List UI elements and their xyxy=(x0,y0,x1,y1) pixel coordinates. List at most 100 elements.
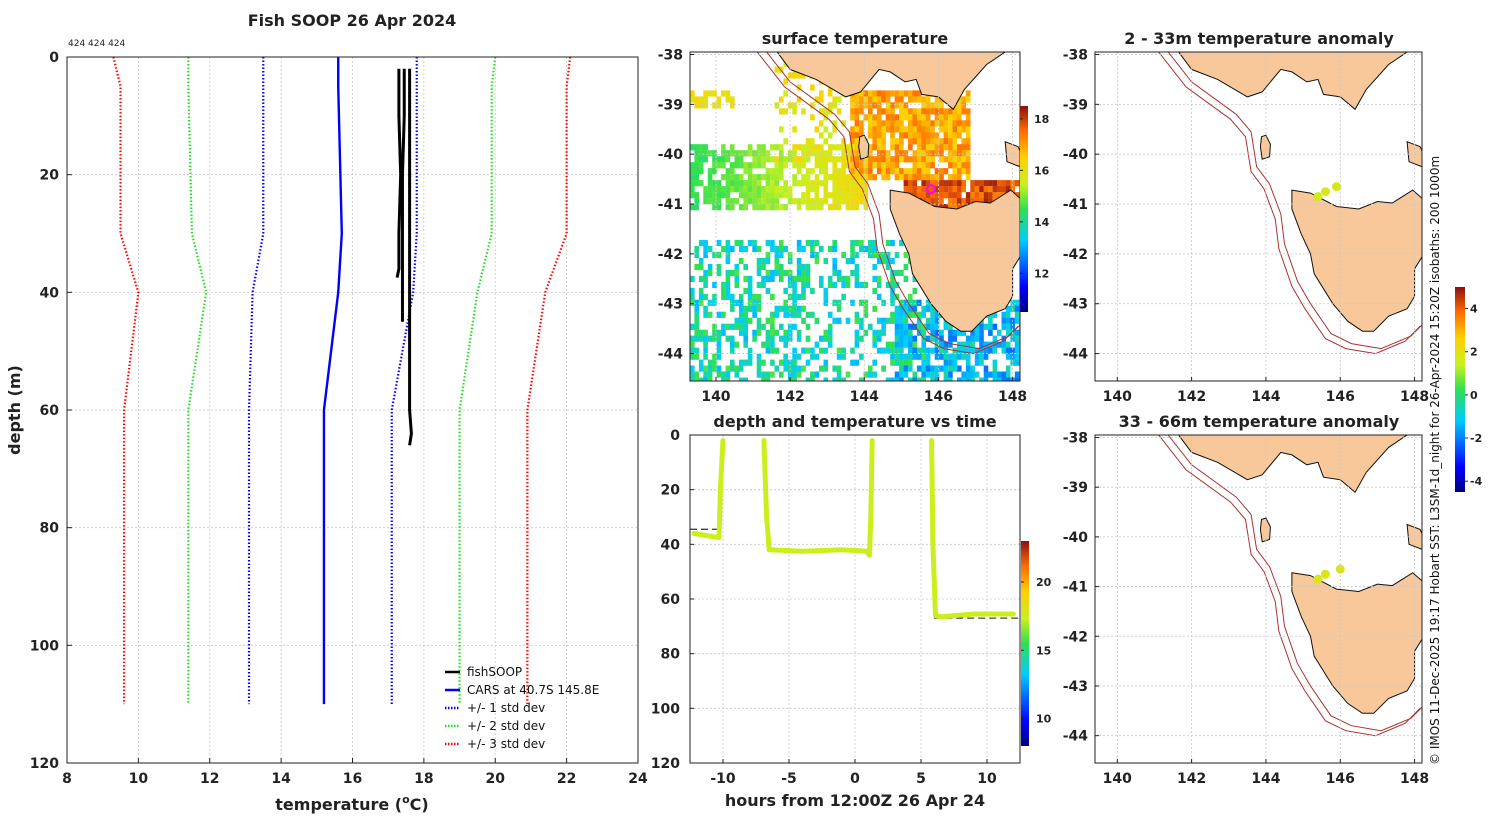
sst-pixel xyxy=(974,329,980,336)
depth-time-track xyxy=(761,438,875,558)
sst-pixel xyxy=(850,204,855,211)
sst-pixel xyxy=(725,293,731,300)
sst-pixel xyxy=(707,168,713,175)
sst-pixel xyxy=(703,281,708,288)
sst-pixel xyxy=(903,335,909,342)
sst-pixel xyxy=(948,180,953,187)
sst-pixel xyxy=(743,287,748,294)
sst-pixel xyxy=(850,132,855,139)
sst-pixel xyxy=(894,353,900,360)
sst-pixel xyxy=(903,353,909,360)
fishsoop-cast-line xyxy=(400,68,406,322)
sst-pixel xyxy=(916,90,922,97)
sst-pixel xyxy=(752,239,757,247)
sst-pixel xyxy=(850,138,855,145)
sst-pixel xyxy=(943,365,949,372)
sst-pixel xyxy=(952,353,958,360)
sst-pixel xyxy=(756,269,762,276)
sst-pixel xyxy=(792,144,797,151)
sst-pixel xyxy=(832,192,837,199)
sst-pixel xyxy=(868,251,873,259)
sst-pixel xyxy=(1005,305,1011,312)
sst-pixel xyxy=(1001,186,1007,193)
sst-pixel xyxy=(743,323,748,330)
sst-pixel xyxy=(992,180,998,187)
sst-pixel xyxy=(747,174,753,181)
sst-pixel xyxy=(894,96,900,103)
sst-pixel xyxy=(859,317,864,324)
sst-pixel xyxy=(765,251,771,259)
sst-pixel xyxy=(876,162,882,169)
sst-pixel xyxy=(916,108,922,115)
sst-pixel xyxy=(899,126,904,133)
sst-pixel xyxy=(743,168,748,175)
legend-label: CARS at 40.7S 145.8E xyxy=(467,683,599,697)
legend-label: +/- 1 std dev xyxy=(467,701,545,715)
sst-pixel xyxy=(876,156,882,163)
sst-pixel xyxy=(716,371,722,378)
sst-pixel xyxy=(774,204,780,211)
sst-pixel xyxy=(752,186,757,193)
sst-pixel xyxy=(694,305,699,312)
sst-pixel xyxy=(925,162,931,169)
sst-pixel xyxy=(730,96,735,103)
sst-pixel xyxy=(721,192,726,199)
sst-pixel xyxy=(761,263,766,271)
sst-pixel xyxy=(957,144,962,151)
sst-pixel xyxy=(796,245,802,253)
anomaly-33-66-ticks: 140 142 144 146 148-38-39-40-41-42-43-44 xyxy=(1063,430,1429,787)
sst-pixel xyxy=(974,335,980,342)
sst-pixel xyxy=(1005,186,1011,193)
sst-pixel xyxy=(930,335,935,342)
sst-pixel xyxy=(885,150,891,157)
sst-pixel xyxy=(721,245,726,253)
anomaly-2-33-points xyxy=(1313,182,1342,202)
sst-pixel xyxy=(765,329,771,336)
sst-pixel xyxy=(872,371,877,378)
sst-pixel xyxy=(916,132,922,139)
sst-ytick-label: -41 xyxy=(658,197,683,213)
sst-pixel xyxy=(787,359,793,366)
sst-pixel xyxy=(934,102,940,109)
sst-pixel xyxy=(983,186,989,193)
anomaly-33-66-ytick-label: -44 xyxy=(1063,729,1089,745)
anomaly-colorbar-label: -4 xyxy=(1470,475,1483,488)
sst-pixel xyxy=(908,156,913,163)
sst-pixel xyxy=(836,168,842,175)
sst-pixel xyxy=(827,204,833,211)
sst-pixel xyxy=(930,347,935,354)
sst-pixel xyxy=(952,144,958,151)
sst-pixel xyxy=(814,371,820,378)
sst-pixel xyxy=(908,96,913,103)
sst-pixel xyxy=(916,311,922,318)
sst-pixel xyxy=(756,323,762,330)
sst-pixel xyxy=(912,305,918,312)
sst-pixel xyxy=(868,120,873,127)
sst-pixel xyxy=(756,305,762,312)
sst-pixel xyxy=(738,365,744,372)
sst-pixel xyxy=(721,162,726,169)
sst-pixel xyxy=(930,126,935,133)
sst-pixel xyxy=(734,186,740,193)
sst-pixel xyxy=(734,317,740,324)
sst-pixel xyxy=(952,329,958,336)
sst-pixel xyxy=(934,335,940,342)
anomaly-2-33-axes xyxy=(1094,51,1423,382)
sst-pixel xyxy=(908,90,913,97)
sst-pixel xyxy=(814,186,820,193)
sst-pixel xyxy=(836,317,842,324)
sst-pixel xyxy=(707,150,713,157)
depth-time-ytick-label: 60 xyxy=(661,592,681,608)
sst-pixel xyxy=(881,365,886,372)
sst-pixel xyxy=(730,144,735,151)
sst-pixel xyxy=(890,317,895,324)
sst-pixel xyxy=(841,353,846,360)
sst-pixel xyxy=(747,162,753,169)
sst-pixel xyxy=(810,144,815,151)
fishsoop-cast-line xyxy=(395,68,403,278)
sst-pixel xyxy=(983,353,989,360)
sst-pixel xyxy=(823,347,829,354)
sst-pixel xyxy=(730,323,735,330)
depth-time-xtick-label: 0 xyxy=(850,771,860,787)
sst-pixel xyxy=(992,359,998,366)
